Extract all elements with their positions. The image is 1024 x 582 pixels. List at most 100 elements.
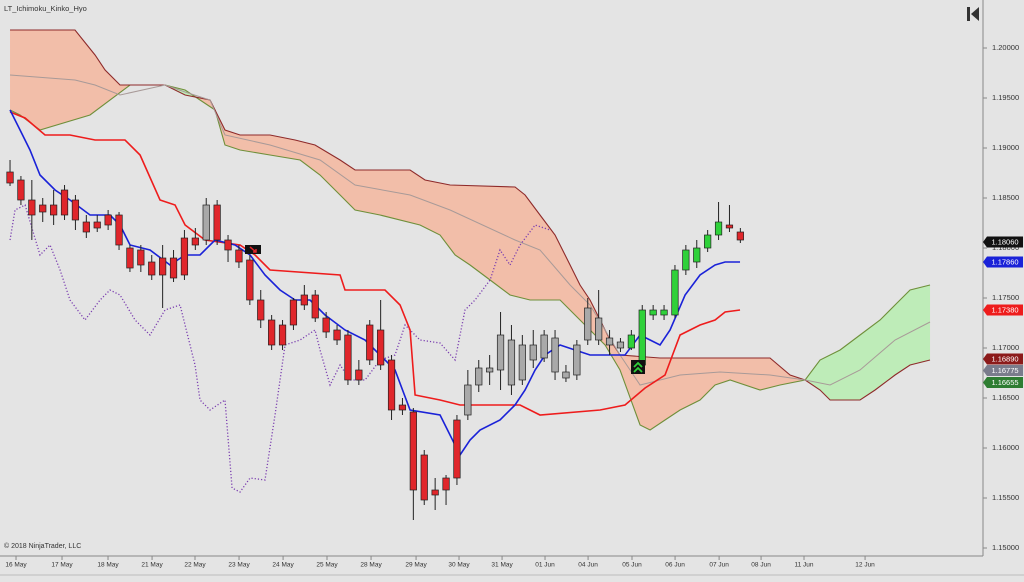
candle-body bbox=[573, 344, 581, 376]
candle-body bbox=[464, 384, 472, 416]
candle-body bbox=[180, 237, 189, 276]
x-tick-label: 12 Jun bbox=[855, 562, 875, 569]
y-tick-label: 1.17500 bbox=[992, 293, 1019, 302]
x-tick-label: 18 May bbox=[97, 562, 119, 569]
candle-body bbox=[213, 204, 221, 241]
logo[interactable] bbox=[967, 7, 979, 21]
price-marker-label: 1.17860 bbox=[991, 257, 1018, 266]
candle-body bbox=[289, 299, 298, 326]
x-tick-label: 31 May bbox=[491, 562, 513, 569]
candle-body bbox=[475, 367, 483, 386]
candle-body bbox=[148, 261, 156, 276]
candle-body bbox=[159, 257, 167, 276]
candle-body bbox=[322, 317, 330, 333]
x-tick-label: 08 Jun bbox=[751, 562, 771, 569]
price-marker bbox=[983, 365, 1023, 376]
y-tick-label: 1.19000 bbox=[992, 143, 1019, 152]
candle-body bbox=[682, 249, 690, 271]
price-marker bbox=[983, 377, 1023, 388]
candle-body bbox=[355, 369, 363, 381]
x-tick-label: 17 May bbox=[51, 562, 73, 569]
candle-body bbox=[627, 334, 635, 349]
candle-body bbox=[344, 334, 352, 381]
candle-body bbox=[529, 344, 537, 361]
indicator-line bbox=[9, 74, 931, 386]
x-tick-label: 06 Jun bbox=[665, 562, 685, 569]
candle-body bbox=[300, 294, 308, 306]
y-tick-label: 1.17000 bbox=[992, 343, 1019, 352]
x-tick-label: 05 Jun bbox=[622, 562, 642, 569]
price-marker bbox=[983, 353, 1023, 365]
candle-body bbox=[518, 344, 526, 381]
x-tick-label: 21 May bbox=[141, 562, 163, 569]
candle-body bbox=[50, 204, 58, 216]
candle-body bbox=[246, 259, 254, 301]
price-marker bbox=[983, 256, 1023, 268]
candle-body bbox=[377, 329, 385, 366]
y-tick-label: 1.18500 bbox=[992, 193, 1019, 202]
x-tick-label: 22 May bbox=[184, 562, 206, 569]
cloud-span-b bbox=[10, 29, 931, 401]
price-marker-label: 1.16775 bbox=[991, 366, 1018, 375]
candle-body bbox=[693, 247, 701, 263]
candle-body bbox=[224, 239, 232, 251]
candle-body bbox=[387, 359, 396, 411]
candle-body bbox=[562, 371, 570, 379]
price-marker-label: 1.16890 bbox=[991, 354, 1018, 363]
candle-body bbox=[268, 319, 276, 346]
candle-body bbox=[453, 419, 461, 479]
buy-signal bbox=[631, 360, 645, 374]
candle-body bbox=[420, 454, 428, 501]
candle-body bbox=[257, 299, 265, 321]
y-tick-label: 1.16000 bbox=[992, 443, 1019, 452]
candle-body bbox=[311, 294, 319, 319]
candle-body bbox=[431, 489, 439, 496]
icons bbox=[245, 7, 979, 374]
candle-body bbox=[39, 204, 47, 213]
candle-body bbox=[60, 189, 69, 216]
candle-body bbox=[649, 309, 657, 316]
candle-body bbox=[126, 247, 134, 269]
candle-body bbox=[366, 324, 374, 361]
x-tick-label: 04 Jun bbox=[578, 562, 598, 569]
x-tick-label: 11 Jun bbox=[794, 562, 813, 569]
candle-body bbox=[660, 309, 668, 316]
candle-body bbox=[137, 249, 145, 266]
candle-body bbox=[333, 329, 341, 341]
candle-body bbox=[551, 337, 559, 373]
candle-body bbox=[82, 221, 90, 233]
cloud-span-a bbox=[9, 84, 931, 431]
cloud-fill bbox=[10, 30, 165, 130]
x-tick-label: 28 May bbox=[360, 562, 382, 569]
candle-body bbox=[409, 411, 417, 491]
candle-body bbox=[605, 337, 614, 346]
candle-body bbox=[714, 221, 723, 236]
indicator-line bbox=[9, 111, 741, 416]
candle-body bbox=[486, 367, 494, 373]
candle-body bbox=[71, 199, 80, 221]
x-tick-label: 24 May bbox=[272, 562, 294, 569]
y-tick-label: 1.20000 bbox=[992, 43, 1019, 52]
plot-area bbox=[6, 29, 931, 520]
candle-body bbox=[6, 171, 14, 184]
candle-body bbox=[191, 237, 199, 246]
candle-body bbox=[442, 477, 450, 491]
x-tick-label: 16 May bbox=[5, 562, 27, 569]
price-marker bbox=[983, 236, 1023, 248]
x-tick-label: 25 May bbox=[316, 562, 338, 569]
copyright: © 2018 NinjaTrader, LLC bbox=[4, 542, 81, 550]
x-tick-label: 23 May bbox=[228, 562, 250, 569]
y-tick-label: 1.19500 bbox=[992, 93, 1019, 102]
candle-body bbox=[496, 334, 505, 371]
candle-body bbox=[278, 324, 287, 346]
chart-title: LT_Ichimoku_Kinko_Hyo bbox=[4, 4, 87, 13]
candle-body bbox=[115, 214, 123, 246]
candle-body bbox=[398, 404, 407, 411]
candle-body bbox=[671, 269, 679, 316]
candle-body bbox=[235, 249, 243, 263]
candle-body bbox=[736, 231, 744, 241]
candle-body bbox=[28, 199, 36, 216]
y-tick-label: 1.16500 bbox=[992, 393, 1019, 402]
x-tick-label: 07 Jun bbox=[709, 562, 729, 569]
